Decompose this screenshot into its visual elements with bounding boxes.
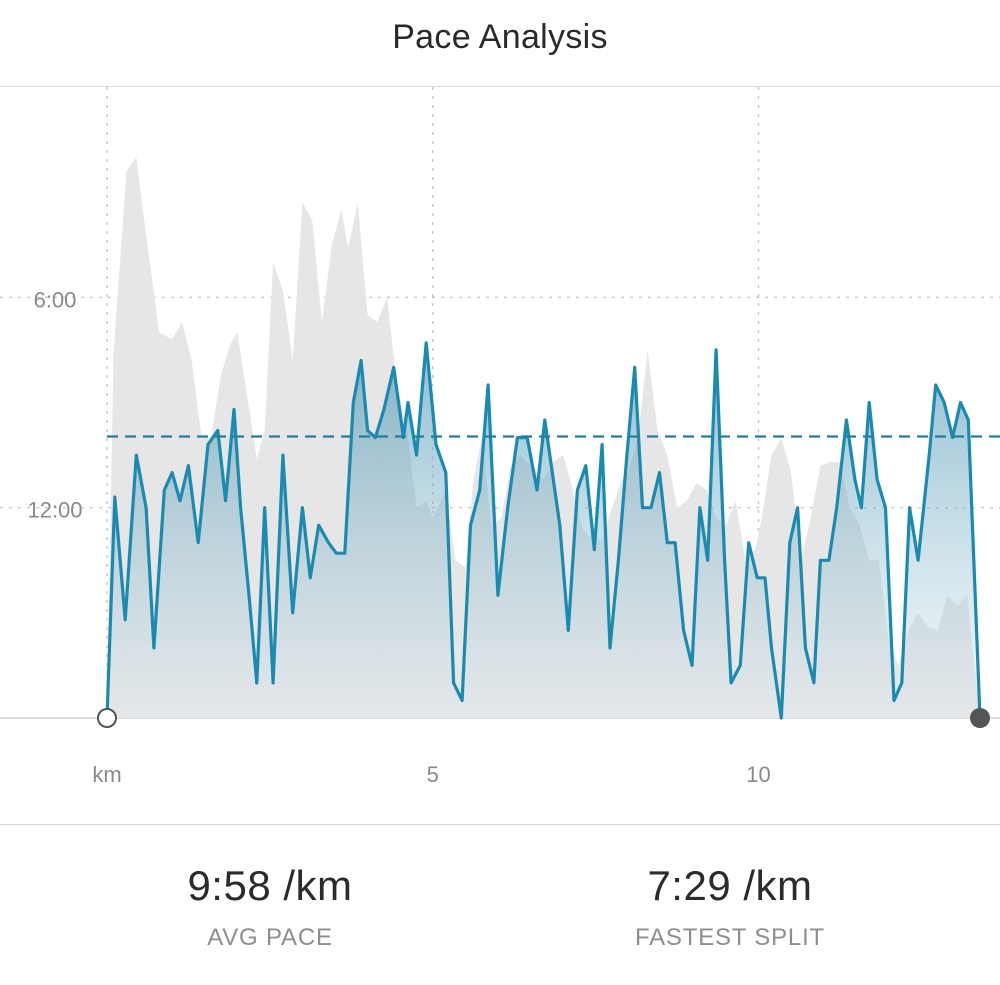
start-marker — [97, 708, 117, 728]
y-tick-label: 12:00 — [27, 498, 82, 523]
stats-divider — [0, 824, 1000, 825]
avg-pace-label: AVG PACE — [207, 924, 333, 951]
end-marker — [970, 708, 990, 728]
pace-chart: 6:00 12:00 km 5 10 — [0, 87, 1000, 787]
fastest-split-value: 7:29 /km — [647, 862, 813, 909]
fastest-split-label: FASTEST SPLIT — [634, 924, 825, 951]
page-title: Pace Analysis — [392, 18, 608, 56]
fastest-split-stat: 7:29 /km FASTEST SPLIT — [570, 862, 890, 952]
x-unit-label: km — [92, 762, 121, 787]
avg-pace-value: 9:58 /km — [187, 862, 353, 909]
pace-area — [107, 342, 980, 718]
pace-series — [105, 341, 982, 720]
route-markers — [97, 708, 990, 728]
avg-pace-stat: 9:58 /km AVG PACE — [110, 862, 430, 952]
x-tick-label: 10 — [746, 762, 770, 787]
pace-line — [105, 341, 982, 720]
axis-labels: 6:00 12:00 km 5 10 — [27, 287, 770, 787]
y-tick-label: 6:00 — [34, 287, 77, 312]
x-tick-label: 5 — [427, 762, 439, 787]
header-divider — [0, 86, 1000, 87]
